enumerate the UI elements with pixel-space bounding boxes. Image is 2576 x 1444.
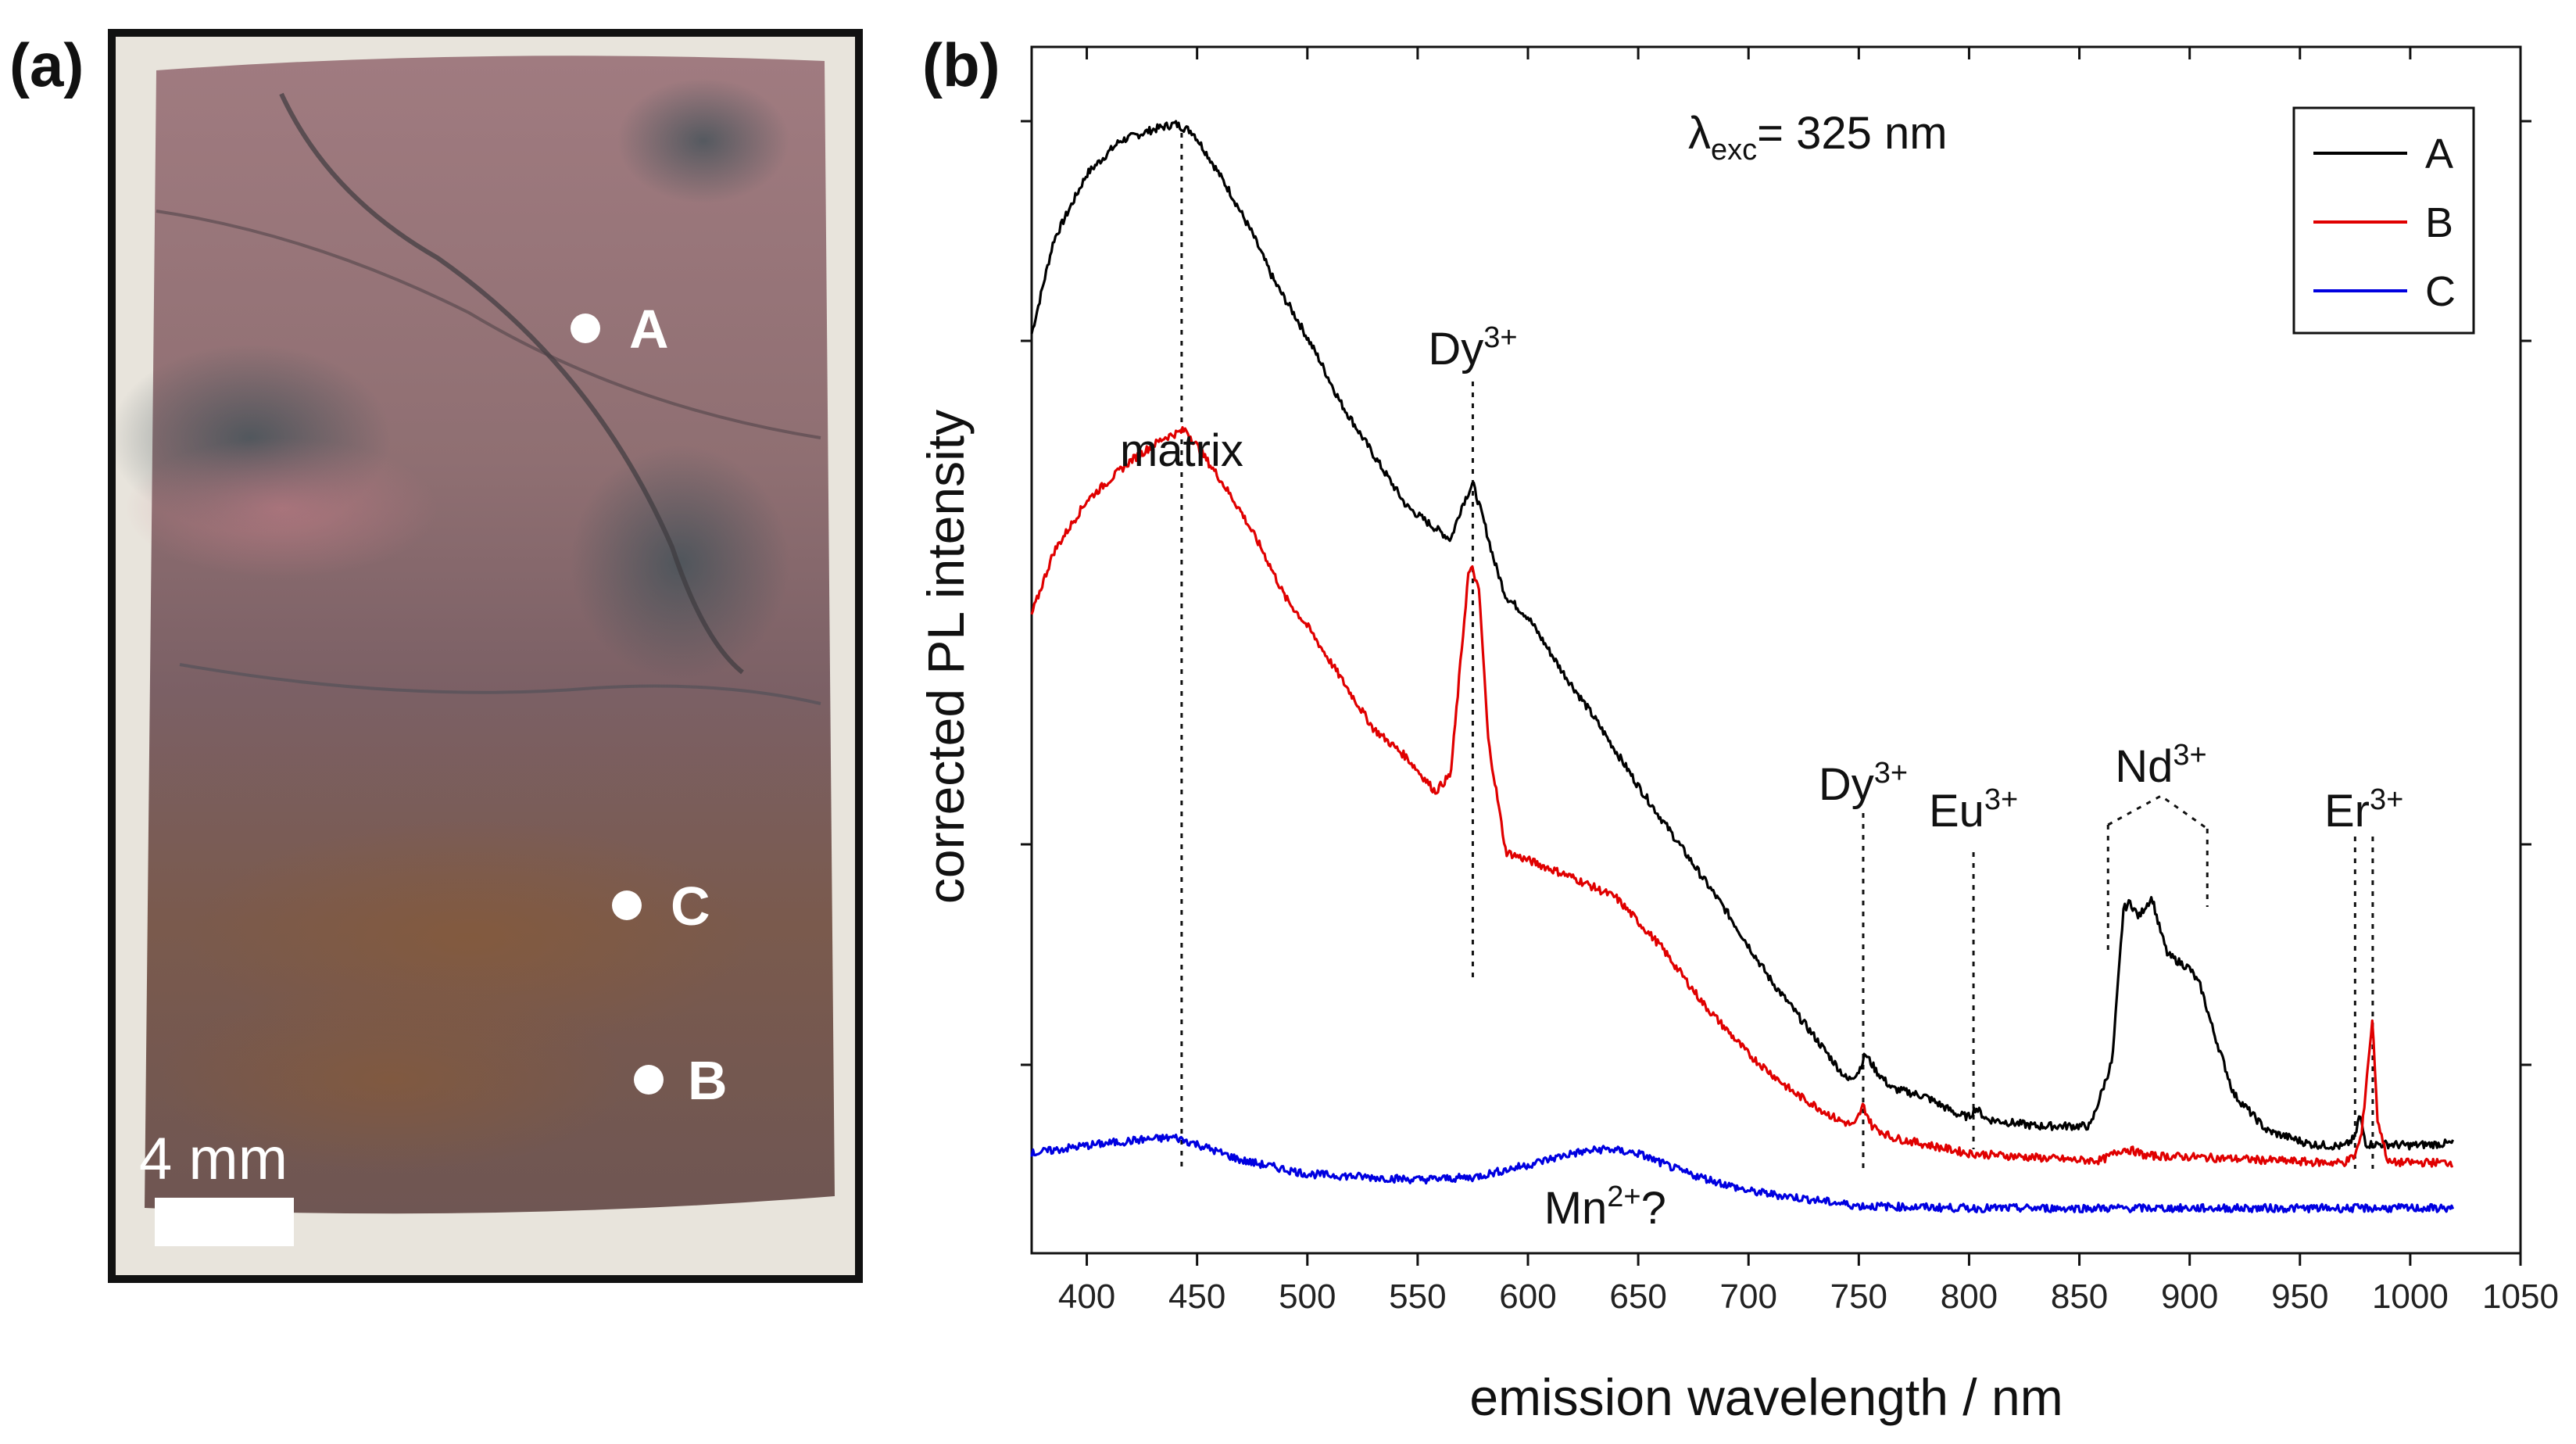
series-line-a <box>1030 120 2455 1151</box>
x-tick-label: 450 <box>1168 1277 1225 1316</box>
panel-a-label: (a) <box>9 30 84 99</box>
x-tick-label: 1000 <box>2372 1277 2449 1316</box>
peak-annotation-er: Er3+ <box>2324 783 2403 837</box>
legend-label-a: A <box>2425 131 2453 177</box>
excitation-subscript: exc <box>1711 134 1757 167</box>
panel-b: (b) 400 450 500 550 600 650 700 750 800 850 900 950… <box>917 30 2559 1426</box>
annotation-superscript: 3+ <box>1874 757 1908 790</box>
peak-annotation-dy: Dy3+ <box>1428 321 1517 374</box>
annotation-superscript: 3+ <box>2173 739 2206 772</box>
scale-bar-label: 4 mm <box>139 1126 288 1192</box>
x-tick-label: 850 <box>2051 1277 2108 1316</box>
measurement-point-a: A <box>571 299 669 360</box>
legend: ABC <box>2292 106 2475 335</box>
point-a-label: A <box>629 299 669 360</box>
peak-annotation-dy: Dy3+ <box>1819 757 1908 810</box>
annotation-superscript: 3+ <box>1984 783 2018 816</box>
annotation-base: Nd <box>2115 741 2173 792</box>
x-tick-label: 900 <box>2161 1277 2218 1316</box>
stone-sample <box>109 56 835 1214</box>
excitation-lambda: λ <box>1688 108 1711 159</box>
measurement-point-c: C <box>612 876 710 937</box>
peak-annotation-mn: Mn2+? <box>1544 1181 1666 1234</box>
point-a-marker <box>571 314 600 343</box>
peak-annotation-nd: Nd3+ <box>2115 739 2206 792</box>
legend-label-b: B <box>2425 199 2453 246</box>
x-tick-label: 1050 <box>2482 1277 2559 1316</box>
point-b-marker <box>634 1065 664 1095</box>
y-axis-title: corrected PL intensity <box>917 410 975 904</box>
x-tick-label: 650 <box>1609 1277 1666 1316</box>
x-axis-title: emission wavelength / nm <box>1469 1368 2063 1426</box>
annotation-base: Eu <box>1929 786 1984 837</box>
peak-guide-lines <box>1180 133 2374 1173</box>
x-tick-label: 550 <box>1389 1277 1446 1316</box>
peak-annotation-eu: Eu3+ <box>1929 783 2018 837</box>
photo-frame <box>108 29 863 1283</box>
legend-label-c: C <box>2425 268 2456 315</box>
annotation-base: Dy <box>1428 324 1483 374</box>
excitation-label: λexc= 325 nm <box>1688 108 1948 167</box>
x-tick-label: 400 <box>1058 1277 1115 1316</box>
series-line-b <box>1030 425 2454 1168</box>
nd-bracket <box>2107 794 2209 830</box>
scale-bar-rect <box>155 1198 294 1246</box>
x-tick-label: 800 <box>1941 1277 1998 1316</box>
y-axis-ticks <box>1021 120 2531 1066</box>
panel-a: (a) A C B 4 mm <box>9 29 863 1283</box>
peak-annotation-matrix: matrix <box>1120 425 1243 476</box>
scale-bar: 4 mm <box>139 1126 294 1246</box>
annotation-base: Er <box>2324 786 2370 837</box>
annotation-suffix: ? <box>1641 1183 1666 1234</box>
annotation-base: matrix <box>1120 425 1243 476</box>
excitation-value: = 325 nm <box>1757 108 1947 159</box>
x-tick-label: 600 <box>1499 1277 1556 1316</box>
x-tick-label: 750 <box>1830 1277 1887 1316</box>
x-tick-label: 500 <box>1279 1277 1336 1316</box>
plot-frame <box>1030 45 2522 1255</box>
x-tick-label: 950 <box>2271 1277 2328 1316</box>
point-c-marker <box>612 890 642 920</box>
annotation-base: Dy <box>1819 759 1874 810</box>
series-line-c <box>1030 1133 2455 1214</box>
point-b-label: B <box>688 1050 728 1111</box>
x-tick-label: 700 <box>1720 1277 1777 1316</box>
annotation-base: Mn <box>1544 1183 1608 1234</box>
panel-b-label: (b) <box>922 30 1000 99</box>
annotation-superscript: 3+ <box>1483 321 1517 354</box>
series-group <box>1030 120 2455 1214</box>
annotation-superscript: 3+ <box>2370 783 2403 816</box>
x-axis: 400 450 500 550 600 650 700 750 800 850 900 950 1000… <box>1058 47 2559 1316</box>
measurement-point-b: B <box>634 1050 728 1111</box>
annotation-superscript: 2+ <box>1607 1181 1640 1213</box>
point-c-label: C <box>671 876 710 937</box>
